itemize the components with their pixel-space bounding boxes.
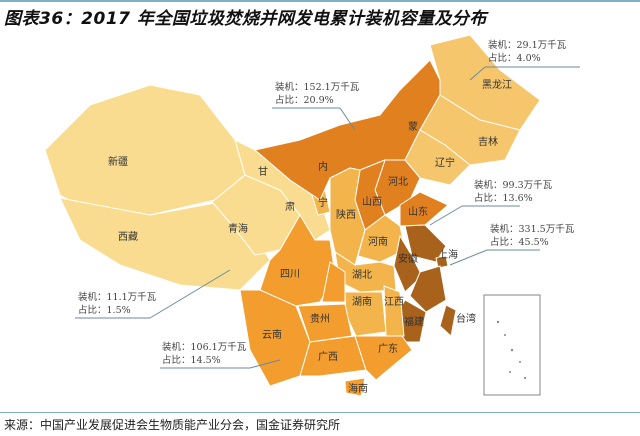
province-label-hunan: 湖南 <box>352 295 372 308</box>
province-shanghai <box>435 255 449 269</box>
annotation-installed-text: 装机：99.3万千瓦 <box>474 179 553 191</box>
province-label-taiwan: 台湾 <box>456 312 476 325</box>
annotation-leader-line <box>149 269 231 319</box>
province-xizang <box>59 197 271 291</box>
south-sea-islands <box>496 320 527 380</box>
province-hainan <box>344 377 366 397</box>
annotation-installed-text: 装机：152.1万千瓦 <box>275 81 360 93</box>
province-xinjiang <box>44 84 246 216</box>
annotation-installed-text: 装机：29.1万千瓦 <box>488 39 567 51</box>
annotation-share-text: 占比：20.9% <box>275 94 334 106</box>
province-jiangxi <box>383 285 405 337</box>
annotation-share-text: 占比：13.6% <box>474 192 533 204</box>
bottom-rule <box>0 412 640 413</box>
province-label-henan: 河南 <box>368 235 388 248</box>
annotation-share-text: 占比：14.5% <box>162 354 221 366</box>
province-label-fujian: 福建 <box>404 315 424 328</box>
province-label-shanghai: 上海 <box>438 248 458 261</box>
annotation-installed-text: 装机：106.1万千瓦 <box>162 341 247 353</box>
province-label-ning: 宁 <box>318 196 328 209</box>
province-guangxi <box>299 335 367 377</box>
annotation-installed-text: 装机：331.5万千瓦 <box>490 223 575 235</box>
province-zhejiang <box>409 265 447 313</box>
province-label-sichuan: 四川 <box>280 269 300 280</box>
province-label-shandong: 山东 <box>408 205 428 218</box>
province-label-xizang: 西藏 <box>118 231 138 243</box>
province-jiangsu <box>404 224 447 263</box>
south-sea-inset <box>483 294 541 396</box>
annotation-leader-line <box>449 249 488 266</box>
annotation-leader-line <box>429 205 463 226</box>
province-label-hainan: 海南 <box>348 382 368 395</box>
province-label-xinjiang: 新疆 <box>108 155 128 168</box>
province-label-shaanxi: 陕西 <box>336 208 356 221</box>
province-label-shanxi: 山西 <box>362 196 382 208</box>
figure-title: 图表36：2017 年全国垃圾焚烧并网发电累计装机容量及分布 <box>4 9 487 29</box>
top-rule <box>0 0 640 2</box>
annotation-share-text: 占比：4.0% <box>488 52 541 64</box>
province-label-jiangxi: 江西 <box>384 296 404 308</box>
province-label-guangdong: 广东 <box>378 342 398 355</box>
source-note: 来源：中国产业发展促进会生物质能产业分会，国金证券研究所 <box>4 418 341 432</box>
province-anhui <box>393 234 423 293</box>
province-label-liaoning: 辽宁 <box>435 156 455 169</box>
province-label-hebei: 河北 <box>388 176 408 188</box>
annotation-leader-line <box>339 107 356 131</box>
province-label-yunnan: 云南 <box>262 328 282 341</box>
province-guangdong <box>354 335 413 381</box>
province-label-hubei: 湖北 <box>352 269 372 281</box>
province-shandong <box>399 191 449 227</box>
province-label-guizhou: 贵州 <box>310 312 330 325</box>
province-label-heilongjiang: 黑龙江 <box>482 78 512 91</box>
annotation-share-text: 占比：1.5% <box>78 304 131 316</box>
annotation-leader-line <box>469 66 486 81</box>
province-label-qinghai: 青海 <box>228 222 248 235</box>
annotation-installed-text: 装机：11.1万千瓦 <box>78 291 157 303</box>
province-label-anhui: 安徽 <box>398 252 418 265</box>
province-taiwan <box>439 304 457 337</box>
annotation-share-text: 占比：45.5% <box>490 236 549 248</box>
province-label-jilin: 吉林 <box>478 135 498 148</box>
province-label-gan: 甘 <box>258 165 268 178</box>
province-label-guangxi: 广西 <box>318 351 338 363</box>
province-label-nei: 内 <box>318 160 328 173</box>
province-label-su: 肃 <box>285 201 295 213</box>
province-label-meng: 蒙 <box>408 120 418 133</box>
annotation-leader-line <box>249 359 281 369</box>
